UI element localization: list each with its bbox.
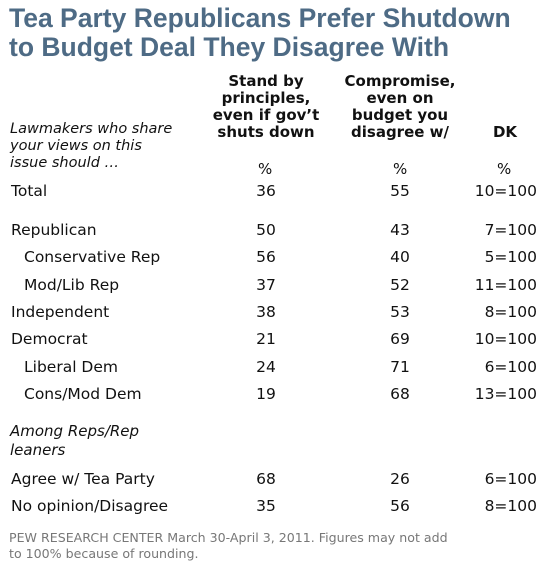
col1-line-2: principles, xyxy=(221,89,311,107)
cell-value: 68 xyxy=(256,470,276,488)
row-label: No opinion/Disagree xyxy=(11,497,169,515)
cell-value: 71 xyxy=(390,358,410,376)
cell-value: 43 xyxy=(390,221,410,239)
title-line-1: Tea Party Republicans Prefer Shutdown xyxy=(9,3,511,33)
table-row: Total 36 55 10=100 xyxy=(0,182,550,204)
cell-value: 69 xyxy=(390,330,410,348)
cell-value: 13=100 xyxy=(474,385,537,403)
table-row: No opinion/Disagree 35 56 8=100 xyxy=(0,497,550,519)
source-line-1: PEW RESEARCH CENTER March 30-April 3, 20… xyxy=(9,530,448,545)
table-row: Independent 38 53 8=100 xyxy=(0,303,550,325)
cell-value: 68 xyxy=(390,385,410,403)
row-label-header-line-2: your views on this xyxy=(10,138,142,154)
row-label: Liberal Dem xyxy=(24,358,118,376)
cell-value: 35 xyxy=(256,497,276,515)
cell-value: 10=100 xyxy=(474,330,537,348)
section-header: Among Reps/Rep leaners xyxy=(10,422,139,460)
table-row: Democrat 21 69 10=100 xyxy=(0,330,550,352)
title-line-2: to Budget Deal They Disagree With xyxy=(9,32,450,62)
row-label-header-line-1: Lawmakers who share xyxy=(10,121,173,137)
cell-value: 8=100 xyxy=(484,303,537,321)
cell-value: 56 xyxy=(256,248,276,266)
col2-line-1: Compromise, xyxy=(344,72,456,90)
cell-value: 21 xyxy=(256,330,276,348)
cell-value: 6=100 xyxy=(484,470,537,488)
cell-value: 36 xyxy=(256,182,276,200)
source-note: PEW RESEARCH CENTER March 30-April 3, 20… xyxy=(9,530,549,562)
cell-value: 52 xyxy=(390,276,410,294)
col2-line-3: budget you xyxy=(351,106,449,124)
cell-value: 6=100 xyxy=(484,358,537,376)
cell-value: 55 xyxy=(390,182,410,200)
unit-label-col3: % xyxy=(497,160,512,178)
cell-value: 56 xyxy=(390,497,410,515)
cell-value: 50 xyxy=(256,221,276,239)
col2-line-4: disagree w/ xyxy=(351,123,449,141)
row-label-header: Lawmakers who share your views on this i… xyxy=(10,121,172,172)
table-row: Liberal Dem 24 71 6=100 xyxy=(0,358,550,380)
cell-value: 53 xyxy=(390,303,410,321)
row-label: Republican xyxy=(11,221,97,239)
row-label: Mod/Lib Rep xyxy=(24,276,120,294)
column-header-compromise: Compromise, even on budget you disagree … xyxy=(336,73,464,141)
section-header-line-2: leaners xyxy=(10,441,66,459)
source-line-2: to 100% because of rounding. xyxy=(9,546,199,561)
cell-value: 37 xyxy=(256,276,276,294)
col1-line-1: Stand by xyxy=(228,72,304,90)
cell-value: 5=100 xyxy=(484,248,537,266)
col2-line-2: even on xyxy=(366,89,434,107)
column-header-dk: DK xyxy=(480,124,530,141)
col1-line-4: shuts down xyxy=(217,123,315,141)
col3-line-1: DK xyxy=(492,123,518,141)
row-label-header-line-3: issue should … xyxy=(10,155,120,171)
row-label: Total xyxy=(11,182,48,200)
column-header-stand-by-principles: Stand by principles, even if gov’t shuts… xyxy=(205,73,327,141)
table-row: Mod/Lib Rep 37 52 11=100 xyxy=(0,276,550,298)
cell-value: 19 xyxy=(256,385,276,403)
cell-value: 8=100 xyxy=(484,497,537,515)
col1-line-3: even if gov’t xyxy=(212,106,320,124)
row-label: Independent xyxy=(11,303,110,321)
unit-label-col1: % xyxy=(258,160,273,178)
cell-value: 24 xyxy=(256,358,276,376)
row-label: Democrat xyxy=(11,330,88,348)
page-title: Tea Party Republicans Prefer Shutdown to… xyxy=(9,4,544,62)
unit-label-col2: % xyxy=(393,160,408,178)
row-label: Cons/Mod Dem xyxy=(24,385,142,403)
row-label: Conservative Rep xyxy=(24,248,161,266)
cell-value: 10=100 xyxy=(474,182,537,200)
table-row: Republican 50 43 7=100 xyxy=(0,221,550,243)
cell-value: 40 xyxy=(390,248,410,266)
table-row: Conservative Rep 56 40 5=100 xyxy=(0,248,550,270)
row-label: Agree w/ Tea Party xyxy=(11,470,155,488)
cell-value: 26 xyxy=(390,470,410,488)
table-row: Cons/Mod Dem 19 68 13=100 xyxy=(0,385,550,407)
cell-value: 11=100 xyxy=(474,276,537,294)
section-header-line-1: Among Reps/Rep xyxy=(10,422,140,440)
cell-value: 38 xyxy=(256,303,276,321)
cell-value: 7=100 xyxy=(484,221,537,239)
table-row: Agree w/ Tea Party 68 26 6=100 xyxy=(0,470,550,492)
